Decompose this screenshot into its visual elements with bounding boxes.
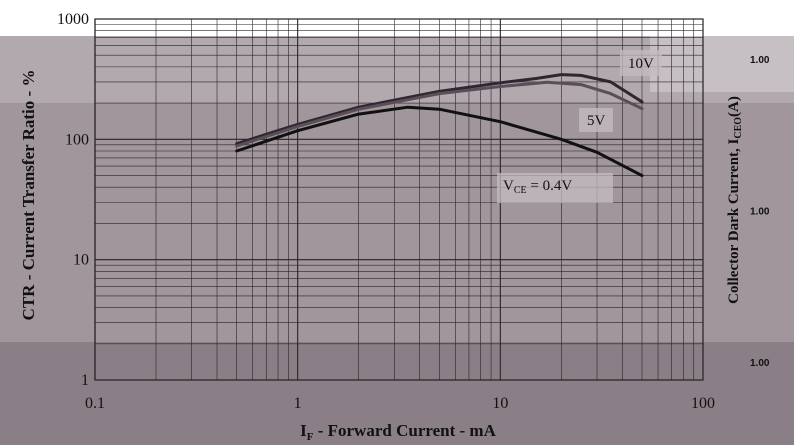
series-layer: [235, 73, 644, 178]
series-line-1: [235, 80, 644, 148]
series-label-box-2: [497, 173, 613, 203]
right-axis-title-sub: CEO: [733, 117, 744, 139]
x-axis-title: IF - Forward Current - mA: [300, 421, 496, 443]
series-label-box-1: [579, 108, 613, 132]
chart-grid: [94, 19, 703, 381]
x-tick-label: 100: [691, 395, 715, 412]
y-axis-title: CTR - Current Transfer Ratio - %: [19, 70, 38, 321]
right-axis-tick-label: 1.00: [750, 358, 770, 369]
right-axis-tick-label: 1.00: [750, 55, 770, 66]
y-tick-label: 1000: [57, 11, 89, 28]
y-tick-label: 1: [81, 372, 89, 389]
series-label-sub: CE: [514, 185, 527, 196]
right-axis-title: Collector Dark Current, ICEO(A): [726, 96, 744, 304]
x-axis-title-rest: - Forward Current - mA: [313, 421, 496, 440]
x-axis-title-main: I: [300, 421, 307, 440]
right-axis-title-rest: (A): [726, 96, 742, 117]
plot-border: [94, 18, 704, 381]
series-line-2: [235, 105, 644, 178]
x-axis-title-sub: F: [307, 431, 314, 443]
right-axis-title-main: Collector Dark Current, I: [726, 138, 742, 303]
x-tick-label: 0.1: [85, 395, 105, 412]
plot-frame: [94, 18, 704, 381]
series-label-box-0: [620, 50, 662, 76]
y-tick-label: 100: [65, 131, 89, 148]
series-label-1: 5V: [587, 113, 606, 129]
y-tick-label: 10: [73, 252, 89, 269]
series-label-rest: = 0.4V: [527, 178, 573, 194]
x-tick-label: 10: [492, 395, 508, 412]
right-axis-ticks: 1.00 1.00 1.00: [750, 55, 770, 369]
series-label-main: V: [503, 178, 514, 194]
series-labels: 10V 5V VCE = 0.4V: [497, 50, 662, 203]
series-line-0: [235, 73, 644, 146]
series-label-2: VCE = 0.4V: [503, 178, 572, 196]
right-axis-tick-label: 1.00: [750, 207, 770, 218]
x-tick-label: 1: [294, 395, 302, 412]
tick-labels: 0.1 1 10 100 1 10 100 1000: [57, 11, 715, 412]
series-label-0: 10V: [628, 56, 654, 72]
